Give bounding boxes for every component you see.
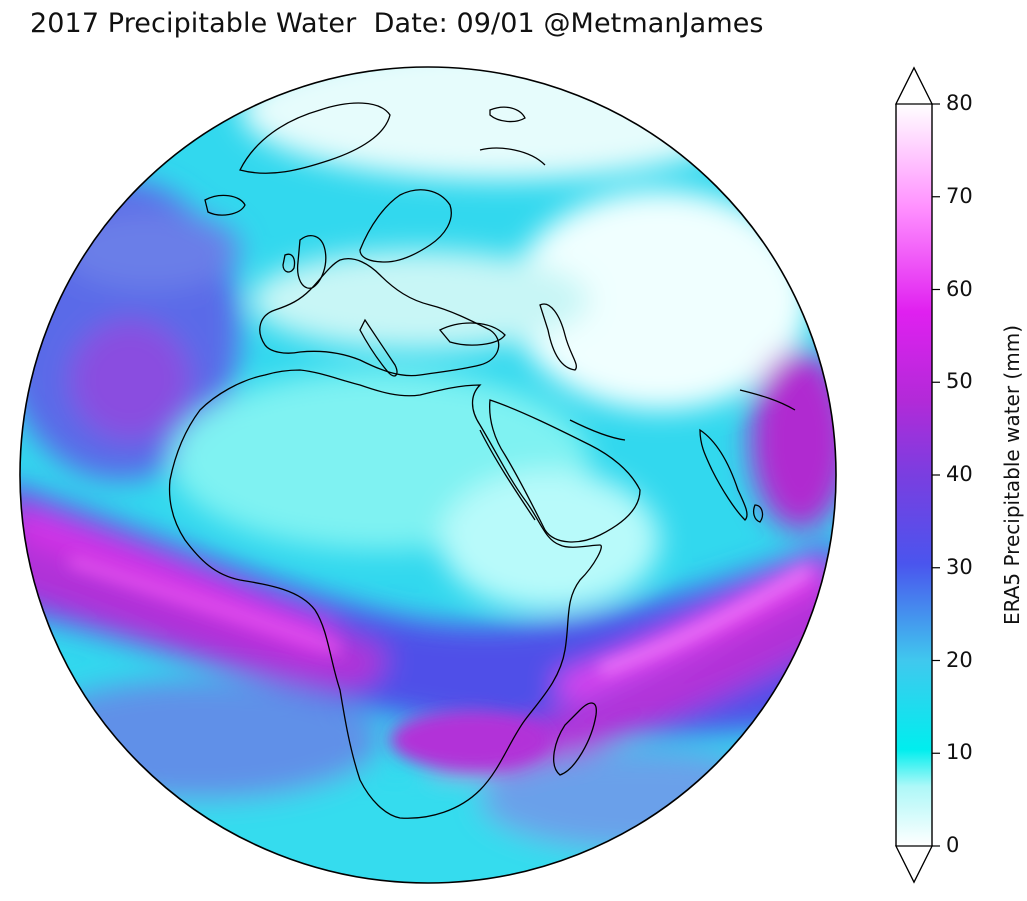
colorbar-tick-label: 60 xyxy=(946,276,973,301)
colorbar-gradient xyxy=(896,104,932,846)
colorbar-tick-label: 70 xyxy=(946,183,973,208)
colorbar-tick-label: 0 xyxy=(946,833,960,857)
coastlines xyxy=(168,102,796,819)
colorbar-tick-label: 50 xyxy=(946,369,973,394)
colorbar-tick-label: 30 xyxy=(946,554,973,579)
map-title: 2017 Precipitable Water Date: 09/01 @Met… xyxy=(30,8,764,39)
globe-outline xyxy=(19,66,837,884)
colorbar-tick-label: 10 xyxy=(946,740,973,765)
colorbar-tick-label: 40 xyxy=(946,462,973,486)
colorbar-label: ERA5 Precipitable water (mm) xyxy=(1000,324,1024,626)
colorbar-bottom-extension xyxy=(895,845,933,884)
colorbar-top-extension xyxy=(895,66,933,105)
colorbar-tick-label: 80 xyxy=(946,91,973,115)
colorbar-tick-label: 20 xyxy=(946,647,973,672)
colorbar xyxy=(895,66,940,884)
